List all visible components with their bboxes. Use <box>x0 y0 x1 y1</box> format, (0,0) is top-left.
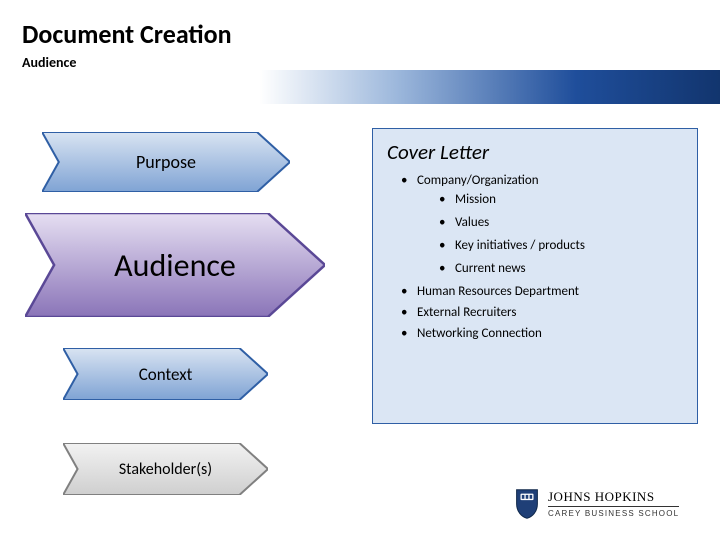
panel-subitem: Current news <box>439 261 683 276</box>
stakeholders-arrow-label: Stakeholder(s) <box>119 460 212 479</box>
page-title: Document Creation <box>22 18 232 50</box>
logo-text-line2: CAREY BUSINESS SCHOOL <box>548 510 679 518</box>
audience-arrow: Audience <box>25 213 325 317</box>
panel-item: External Recruiters <box>401 305 683 320</box>
panel-title: Cover Letter <box>387 139 683 165</box>
stakeholders-arrow: Stakeholder(s) <box>63 443 268 495</box>
audience-arrow-label: Audience <box>114 246 236 285</box>
header-gradient-band <box>0 70 720 104</box>
panel-list: Company/OrganizationMissionValuesKey ini… <box>387 173 683 341</box>
logo-divider <box>548 506 679 507</box>
shield-icon <box>514 488 540 520</box>
context-arrow-label: Context <box>139 364 193 385</box>
cover-letter-panel: Cover Letter Company/OrganizationMission… <box>372 128 698 424</box>
johns-hopkins-logo: JOHNS HOPKINS CAREY BUSINESS SCHOOL <box>514 488 679 520</box>
panel-item: Networking Connection <box>401 326 683 341</box>
context-arrow: Context <box>63 348 268 400</box>
panel-subitem: Mission <box>439 192 683 207</box>
panel-item: Human Resources Department <box>401 284 683 299</box>
panel-item: Company/OrganizationMissionValuesKey ini… <box>401 173 683 276</box>
page-subtitle: Audience <box>22 54 76 71</box>
panel-subitem: Key initiatives / products <box>439 238 683 253</box>
purpose-arrow-label: Purpose <box>136 151 196 173</box>
logo-text-line1: JOHNS HOPKINS <box>548 490 679 503</box>
purpose-arrow: Purpose <box>42 132 290 192</box>
panel-subitem: Values <box>439 215 683 230</box>
